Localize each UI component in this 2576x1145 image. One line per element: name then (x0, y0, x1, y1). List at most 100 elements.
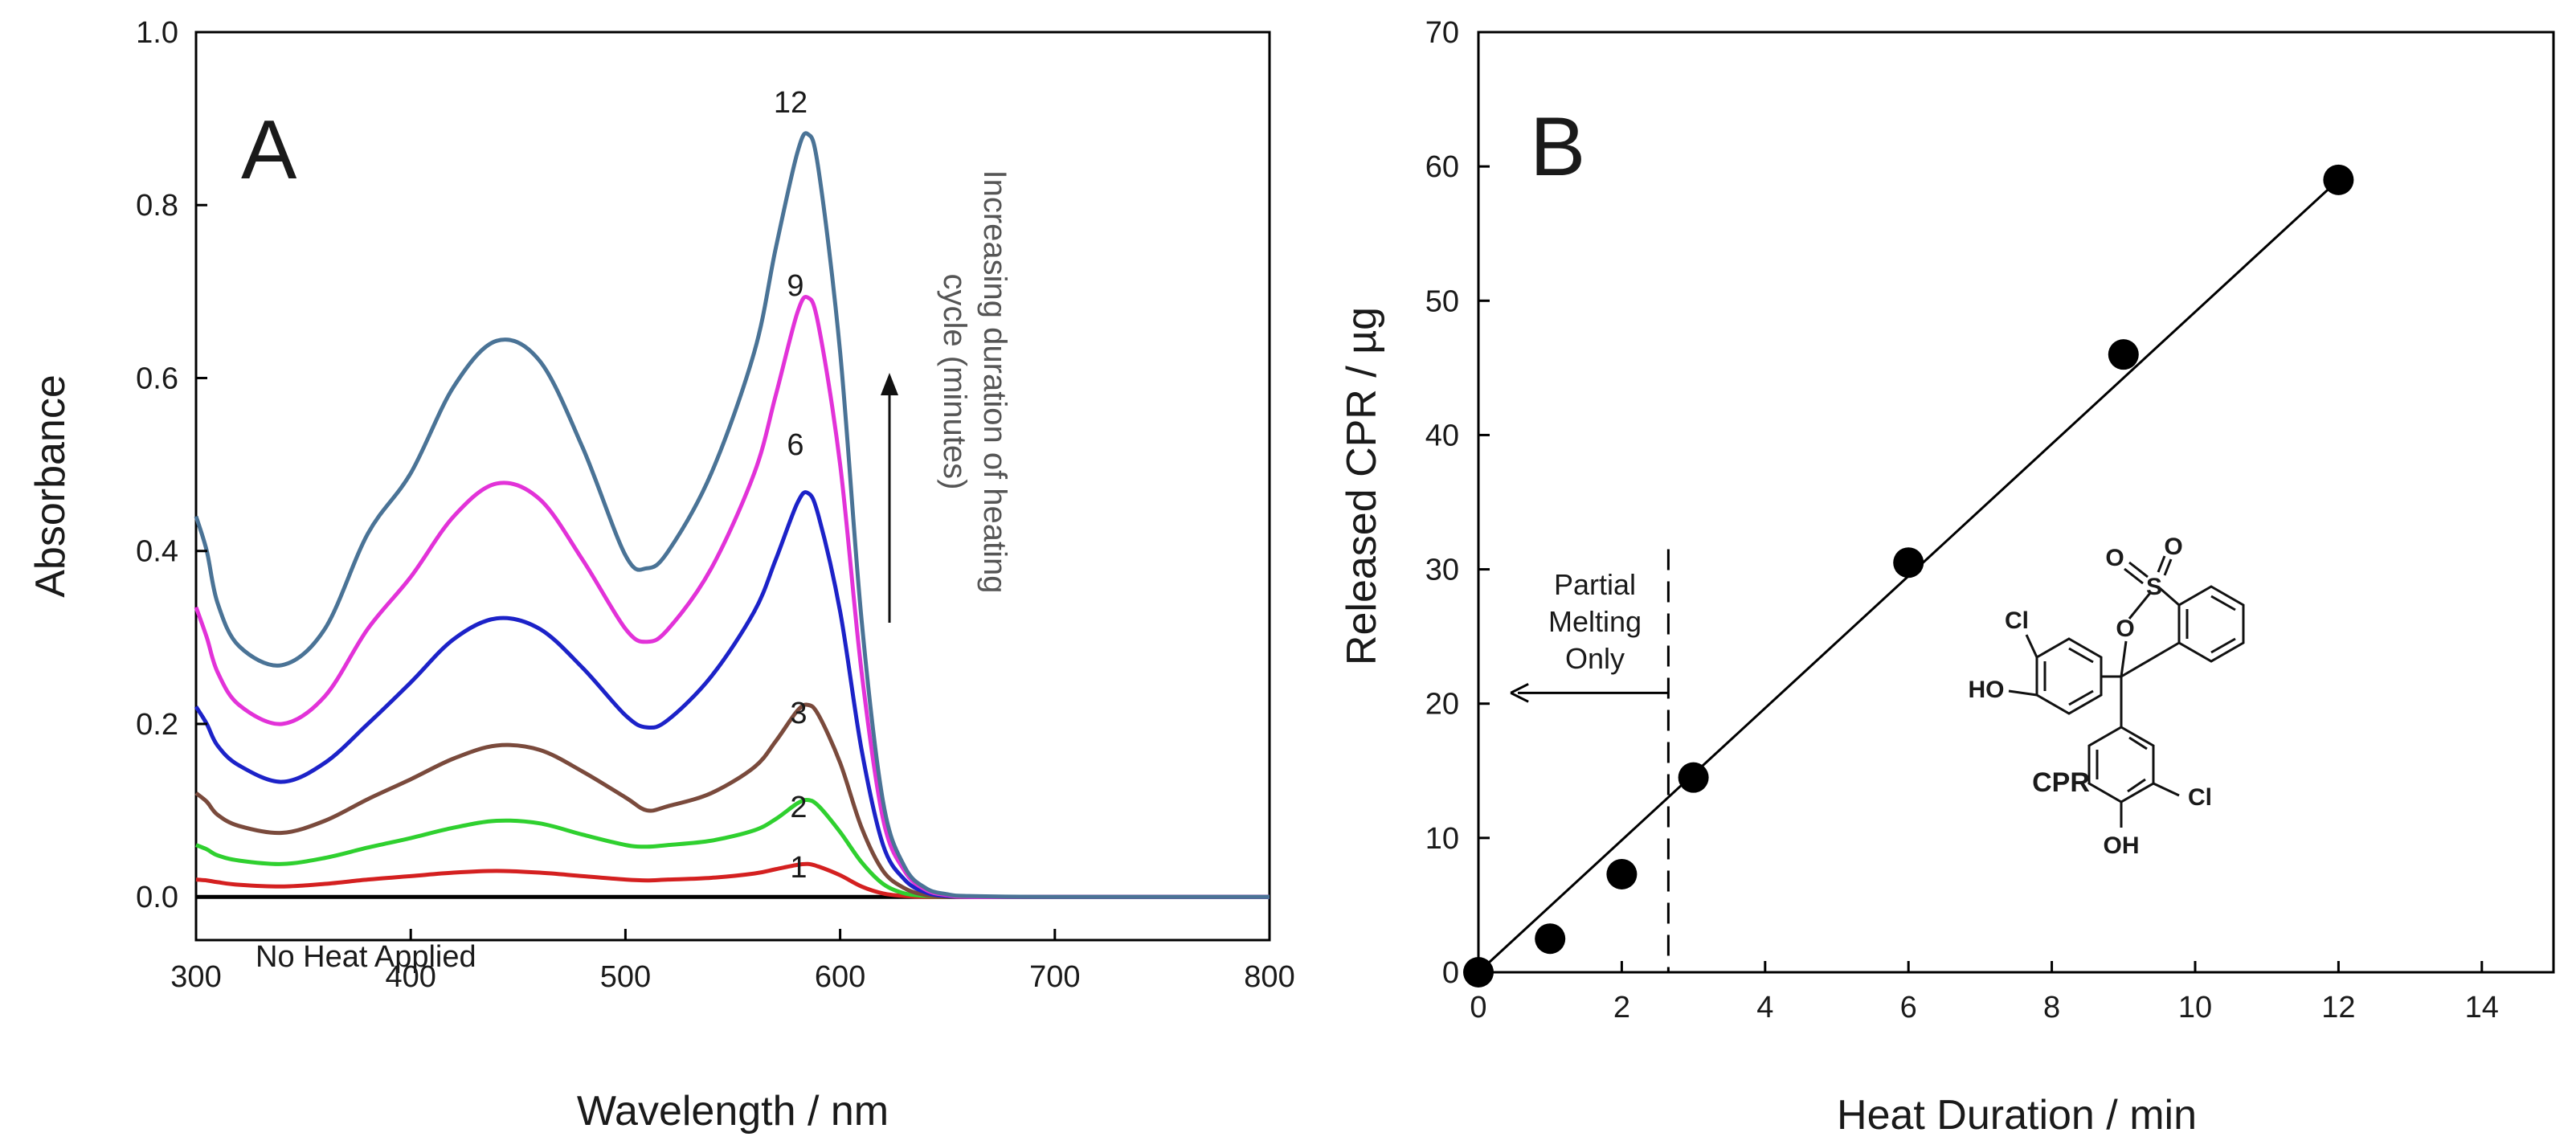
bottom-phenol-ring (2087, 726, 2155, 804)
panel-a-y-tick-label: 0.8 (136, 189, 178, 223)
ring-bond-o-c (2120, 640, 2128, 677)
absorbance-curve-9-min (194, 294, 1270, 899)
curve-label-12: 12 (774, 86, 808, 120)
increasing-arrow-head (881, 373, 898, 395)
partial-melting-line2: Melting (1548, 605, 1642, 638)
panel-b-x-tick-label: 4 (1756, 991, 1773, 1024)
panel-b-x-ticks: 0 2 4 6 8 10 12 14 (1470, 961, 2499, 1024)
data-point-3-min (1678, 762, 1709, 793)
panel-b-y-tick-label: 20 (1425, 688, 1459, 722)
panel-a-y-tick-label: 1.0 (136, 16, 178, 50)
panel-a-x-tick-label: 300 (170, 960, 221, 994)
partial-melting-line3: Only (1565, 642, 1625, 675)
panel-a-y-ticks: 0.0 0.2 0.4 0.6 0.8 1.0 (136, 16, 207, 914)
left-ring-cl-bond (2025, 634, 2038, 658)
panel-b-data-group (1463, 164, 2354, 988)
panel-a-x-tick-label: 700 (1029, 960, 1080, 994)
s-o-double-right-2 (2163, 558, 2173, 576)
panel-b-label: B (1530, 100, 1585, 194)
left-phenol-ring (2035, 637, 2103, 715)
data-point-6-min (1893, 547, 1924, 579)
s-o-double-right (2157, 555, 2166, 573)
data-point-12-min (2323, 164, 2354, 195)
benzo-ring (2177, 585, 2245, 663)
bottom-ring-inner-1 (2128, 736, 2148, 750)
bottom-ring-inner-2 (2127, 778, 2146, 793)
panel-b-x-tick-label: 0 (1470, 991, 1486, 1024)
partial-melting-arrow-head (1510, 683, 1529, 703)
data-point-2-min (1606, 858, 1638, 889)
partial-melting-line1: Partial (1554, 568, 1636, 601)
bottom-ring-cl-bond (2153, 782, 2180, 797)
panel-a-x-tick-label: 600 (815, 960, 865, 994)
benzo-inner-bond-2 (2210, 637, 2236, 654)
data-point-1-min (1535, 923, 1566, 955)
panel-a: 300 400 500 600 700 800 0.00.20.40.60.81.0 A … (27, 16, 1295, 1135)
atom-cl-left: Cl (2005, 607, 2029, 634)
absorbance-curve-6-min (194, 490, 1270, 899)
data-point-0-min (1463, 957, 1494, 988)
cpr-structure-drawing (2008, 555, 2245, 828)
panel-b-y-tick-label: 10 (1425, 822, 1459, 856)
panel-a-x-ticks: 300 400 500 600 700 800 (170, 929, 1295, 994)
atom-ho-left: HO (1969, 677, 2005, 703)
panel-b-x-tick-label: 10 (2178, 991, 2212, 1024)
panel-b-y-axis-label: Released CPR / µg (1339, 307, 1385, 665)
panel-b-x-tick-label: 2 (1613, 991, 1630, 1024)
panel-a-y-tick-label: 0.6 (136, 362, 178, 395)
panel-a-x-tick-label: 500 (600, 960, 651, 994)
atom-oh-bottom: OH (2104, 832, 2140, 859)
atom-o-ring: O (2116, 615, 2134, 642)
panel-b-y-tick-label: 70 (1425, 16, 1459, 50)
panel-a-plot-frame (194, 31, 1271, 942)
curve-label-no-heat: No Heat Applied (256, 940, 476, 974)
panel-b-y-tick-label: 40 (1425, 419, 1459, 452)
panel-a-y-tick-label: 0.0 (136, 881, 178, 914)
cpr-compound-label: CPR (2032, 767, 2090, 798)
curve-label-9: 9 (787, 269, 803, 303)
annotation-heating-line2: cycle (minutes) (937, 274, 972, 490)
absorbance-curve-12-min (194, 131, 1270, 899)
absorbance-curve-3-min (194, 702, 1270, 899)
panel-a-y-tick-label: 0.2 (136, 708, 178, 742)
atom-cl-bottom: Cl (2188, 784, 2212, 811)
panel-b-x-tick-label: 12 (2321, 991, 2355, 1024)
panel-a-x-axis-label: Wavelength / nm (577, 1088, 889, 1135)
atom-s: S (2146, 574, 2162, 600)
data-point-9-min (2108, 339, 2139, 370)
curve-label-1: 1 (790, 851, 807, 885)
annotation-heating-line1: Increasing duration of heating (977, 170, 1012, 593)
panel-b: 0 2 4 6 8 10 12 14 0 10 20 30 40 50 60 70 B Heat Durat… (1339, 16, 2555, 1139)
left-ring-inner-2 (2068, 689, 2094, 706)
panel-a-y-tick-label: 0.4 (136, 535, 178, 569)
absorbance-curve-1-min (195, 861, 1270, 899)
s-o-double-left-2 (2124, 567, 2144, 585)
panel-b-x-tick-label: 8 (2043, 991, 2060, 1024)
panel-a-y-axis-label: Absorbance (27, 374, 74, 598)
panel-a-label: A (241, 104, 297, 197)
left-ring-inner-1 (2068, 647, 2094, 664)
panel-a-x-tick-label: 400 (385, 960, 435, 994)
ring-bond-s-benzo (2159, 587, 2180, 607)
panel-b-y-tick-label: 0 (1442, 956, 1459, 990)
ring-bond-c-benzo (2120, 641, 2180, 678)
panel-b-x-tick-label: 6 (1900, 991, 1917, 1024)
atom-o-top-left: O (2105, 545, 2124, 571)
s-o-double-left (2128, 561, 2149, 579)
atom-o-top-right: O (2164, 534, 2182, 560)
panel-b-y-tick-label: 50 (1425, 284, 1459, 318)
panel-b-plot-frame (1477, 31, 2555, 974)
panel-b-y-tick-label: 30 (1425, 554, 1459, 587)
panel-a-x-tick-label: 800 (1244, 960, 1294, 994)
left-ring-oh-bond (2008, 689, 2038, 697)
ring-bond-s-o (2128, 592, 2152, 620)
panel-a-series-group (194, 131, 1270, 899)
panel-b-x-tick-label: 14 (2465, 991, 2499, 1024)
panel-b-y-tick-label: 60 (1425, 150, 1459, 184)
panel-b-x-axis-label: Heat Duration / min (1837, 1092, 2197, 1139)
benzo-inner-bond-1 (2210, 595, 2236, 611)
curve-label-6: 6 (787, 428, 803, 462)
curve-label-2: 2 (790, 791, 807, 824)
curve-label-3: 3 (790, 697, 807, 730)
